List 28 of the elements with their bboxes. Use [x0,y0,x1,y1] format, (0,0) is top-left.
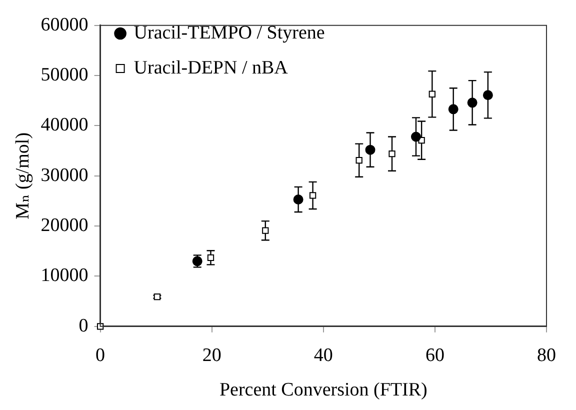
y-tick-label: 60000 [40,14,88,36]
x-tick-label: 60 [425,344,444,366]
point [410,132,421,142]
y-tick-label: 40000 [40,114,88,136]
point [356,157,362,164]
point [309,192,316,199]
point [388,150,396,158]
point [482,90,493,100]
point [365,144,376,155]
point [207,254,214,261]
point [448,104,458,114]
y-axis-title: Mₙ (g/mol) [12,132,34,220]
point [467,98,478,108]
x-axis-title: Percent Conversion (FTIR) [219,380,428,401]
y-tick-label: 50000 [40,64,88,86]
x-tick-label: 0 [96,344,106,366]
point [262,227,269,234]
y-tick-label: 0 [78,315,88,336]
x-tick-label: 40 [314,344,333,366]
x-tick-label: 20 [202,344,222,366]
y-tick-label: 30000 [40,164,88,186]
x-tick-label: 80 [537,344,556,366]
legend-label: Uracil-TEMPO / Styrene [134,22,325,44]
point [428,90,436,98]
legend-label: Uracil-DEPN / nBA [134,57,288,78]
y-tick-label: 10000 [40,265,88,286]
point [293,194,304,204]
y-tick-label: 20000 [40,215,88,236]
